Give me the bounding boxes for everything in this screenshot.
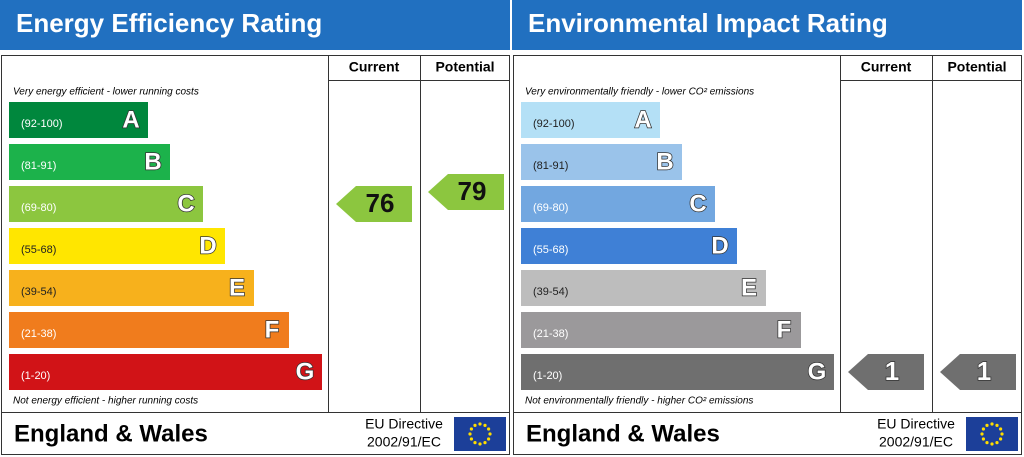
rating-arrow xyxy=(848,354,924,390)
band-bar xyxy=(521,144,682,180)
band-letter: G xyxy=(296,358,315,385)
footer-region: England & Wales xyxy=(526,420,720,447)
panel-title: Environmental Impact Rating xyxy=(528,8,888,38)
band-bar xyxy=(521,354,834,390)
band-range: (55-68) xyxy=(533,244,568,256)
panel-title: Energy Efficiency Rating xyxy=(16,8,322,38)
band-range: (21-38) xyxy=(533,328,568,340)
rating-value: 1 xyxy=(977,356,991,386)
band-bar xyxy=(9,186,203,222)
band-bar xyxy=(521,102,660,138)
band-range: (39-54) xyxy=(533,286,568,298)
footer-code: 2002/91/EC xyxy=(879,434,953,450)
rating-panel: Environmental Impact Rating Current Potent… xyxy=(512,0,1022,455)
band-letter: B xyxy=(656,148,673,175)
band-bar xyxy=(521,186,715,222)
eu-flag xyxy=(454,417,506,451)
footer-directive: EU Directive xyxy=(877,416,955,432)
band-letter: D xyxy=(711,232,728,259)
top-note: Very environmentally friendly - lower CO… xyxy=(525,87,754,98)
band-letter: A xyxy=(122,106,139,133)
footer-code: 2002/91/EC xyxy=(367,434,441,450)
column-header: Potential xyxy=(435,59,494,75)
eu-flag xyxy=(966,417,1018,451)
band-letter: D xyxy=(199,232,216,259)
band-letter: A xyxy=(634,106,651,133)
band-letter: G xyxy=(808,358,827,385)
bottom-note: Not energy efficient - higher running co… xyxy=(13,396,198,407)
title-bar xyxy=(512,0,1022,50)
band-letter: E xyxy=(229,274,245,301)
band-range: (81-91) xyxy=(21,160,56,172)
bottom-note: Not environmentally friendly - higher CO… xyxy=(525,396,753,407)
band-range: (92-100) xyxy=(533,118,575,130)
title-bar xyxy=(0,0,510,50)
rating-arrow xyxy=(336,186,412,222)
rating-panel: Energy Efficiency Rating Current Potential… xyxy=(0,0,510,455)
band-range: (92-100) xyxy=(21,118,63,130)
band-bar xyxy=(521,270,766,306)
band-range: (21-38) xyxy=(21,328,56,340)
band-bar xyxy=(9,102,148,138)
rating-value: 76 xyxy=(366,188,395,218)
band-range: (39-54) xyxy=(21,286,56,298)
band-bar xyxy=(9,228,225,264)
column-header: Current xyxy=(861,59,912,75)
band-range: (69-80) xyxy=(533,202,568,214)
band-letter: C xyxy=(689,190,706,217)
band-range: (81-91) xyxy=(533,160,568,172)
band-range: (55-68) xyxy=(21,244,56,256)
band-range: (69-80) xyxy=(21,202,56,214)
table-frame xyxy=(1,55,510,455)
band-bar xyxy=(521,312,801,348)
band-letter: C xyxy=(177,190,194,217)
band-range: (1-20) xyxy=(21,370,50,382)
band-letter: E xyxy=(741,274,757,301)
rating-value: 79 xyxy=(458,176,487,206)
band-letter: B xyxy=(144,148,161,175)
band-bar xyxy=(521,228,737,264)
footer-directive: EU Directive xyxy=(365,416,443,432)
table-frame xyxy=(513,55,1022,455)
band-letter: F xyxy=(777,316,792,343)
rating-arrow xyxy=(428,174,504,210)
band-range: (1-20) xyxy=(533,370,562,382)
rating-value: 1 xyxy=(885,356,899,386)
band-bar xyxy=(9,270,254,306)
top-note: Very energy efficient - lower running co… xyxy=(13,87,199,98)
band-bar xyxy=(9,354,322,390)
footer-region: England & Wales xyxy=(14,420,208,447)
band-bar xyxy=(9,312,289,348)
rating-arrow xyxy=(940,354,1016,390)
column-header: Potential xyxy=(947,59,1006,75)
column-header: Current xyxy=(349,59,400,75)
band-bar xyxy=(9,144,170,180)
band-letter: F xyxy=(265,316,280,343)
